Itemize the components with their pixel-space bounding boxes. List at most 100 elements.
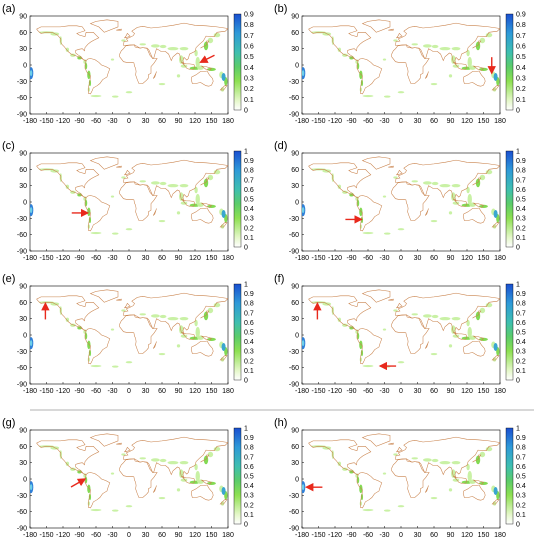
- x-tick-label: 180: [494, 118, 506, 125]
- coastline: [36, 439, 100, 475]
- coastlines: [30, 433, 228, 512]
- hotspot: [151, 181, 160, 185]
- hotspot: [439, 317, 451, 321]
- hotspot-high-core: [302, 207, 305, 214]
- coastline: [424, 71, 429, 79]
- colorbar: [233, 150, 242, 248]
- coastline: [472, 65, 484, 71]
- colorbar-tick-label: 0.6: [516, 44, 526, 51]
- colorbar-tick-label: 0.5: [244, 197, 254, 204]
- hotspot: [125, 228, 133, 231]
- map-frame: [301, 15, 501, 115]
- hotspot: [213, 169, 221, 175]
- hotspot: [382, 58, 387, 61]
- x-tick-label: -60: [363, 118, 373, 125]
- hotspot: [159, 44, 167, 49]
- x-tick-label: 120: [189, 532, 201, 539]
- map-frame: [29, 285, 229, 385]
- coastline: [200, 40, 210, 49]
- colorbar-tick-label: 0.3: [516, 349, 526, 356]
- coastline: [200, 479, 212, 485]
- colorbar-tick-label: 0.4: [516, 206, 526, 213]
- y-tick-label: 90: [291, 14, 299, 21]
- hotspot-high-core: [30, 207, 33, 214]
- hotspot: [213, 32, 221, 38]
- coastline: [181, 62, 196, 70]
- x-tick-label: 150: [206, 118, 218, 125]
- coastline: [123, 169, 131, 176]
- colorbar-tick-label: 0.2: [516, 86, 526, 93]
- y-tick-label: 60: [291, 300, 299, 307]
- colorbar-tick-label: 0.1: [244, 368, 254, 375]
- hotspot: [110, 58, 115, 61]
- colorbar-tick-label: 1: [244, 149, 248, 156]
- hotspot: [451, 47, 461, 51]
- hotspot-high: [493, 209, 498, 218]
- colorbar: [505, 150, 514, 248]
- hotspot: [393, 309, 398, 312]
- y-tick-label: -90: [17, 249, 27, 256]
- colorbar-tick-label: 0: [516, 108, 520, 115]
- hotspot: [359, 70, 363, 80]
- coastline: [181, 332, 196, 340]
- coastline: [395, 446, 403, 453]
- y-tick-label: 60: [19, 300, 27, 307]
- hotspot: [431, 458, 439, 463]
- y-tick-label: 0: [23, 63, 27, 70]
- x-tick-label: 150: [478, 532, 490, 539]
- map-frame: [29, 15, 229, 115]
- hotspot: [179, 47, 189, 51]
- coastline: [190, 484, 214, 501]
- x-tick-label: -30: [379, 118, 389, 125]
- hotspot: [448, 344, 453, 348]
- hotspot: [195, 326, 200, 338]
- coastline: [356, 58, 383, 95]
- coastline: [472, 454, 482, 463]
- colorbar-tick-label: 0.3: [516, 493, 526, 500]
- x-tick-label: -120: [56, 255, 70, 262]
- coastline: [472, 40, 482, 49]
- coastline: [462, 70, 486, 87]
- y-tick-label: 30: [19, 46, 27, 53]
- hotspot: [151, 44, 160, 48]
- y-tick-label: -30: [17, 216, 27, 223]
- panel-label: (a): [2, 3, 15, 15]
- colorbar-tick-label: 0.5: [244, 54, 254, 61]
- x-tick-label: -60: [91, 118, 101, 125]
- colorbar-tick-label: 0.8: [244, 22, 254, 29]
- hotspot: [357, 199, 360, 207]
- hotspot: [430, 82, 438, 86]
- colorbar-tick-label: 0.1: [244, 97, 254, 104]
- y-tick-label: -90: [289, 112, 299, 119]
- map-frame: [301, 429, 501, 529]
- hotspot: [125, 505, 133, 508]
- hotspot-high: [221, 342, 226, 351]
- hotspot: [125, 91, 133, 94]
- coastline: [200, 202, 212, 208]
- panel-label: (f): [274, 273, 284, 285]
- coastline: [395, 169, 403, 176]
- x-tick-label: 90: [175, 532, 183, 539]
- hotspot: [88, 79, 92, 87]
- hotspot: [362, 508, 374, 512]
- colorbar-tick-label: 0.6: [516, 187, 526, 194]
- colorbar-tick-label: 1: [244, 282, 248, 289]
- colorbar-tick-label: 1: [244, 426, 248, 433]
- coastline: [123, 22, 228, 65]
- colorbar-tick-label: 0.4: [244, 206, 254, 213]
- map-frame: [301, 285, 501, 385]
- hotspot: [382, 195, 387, 198]
- coastline: [308, 162, 372, 198]
- coastline: [391, 458, 430, 498]
- colorbar-tick-label: 0.4: [244, 65, 254, 72]
- coastline: [89, 289, 119, 303]
- coastline: [453, 332, 468, 340]
- hotspot: [357, 62, 360, 70]
- x-tick-label: -120: [328, 388, 342, 395]
- coastline: [395, 159, 500, 202]
- hotspot: [431, 44, 439, 49]
- hotspot: [159, 314, 167, 319]
- coastline: [123, 446, 131, 453]
- x-tick-label: -150: [39, 255, 53, 262]
